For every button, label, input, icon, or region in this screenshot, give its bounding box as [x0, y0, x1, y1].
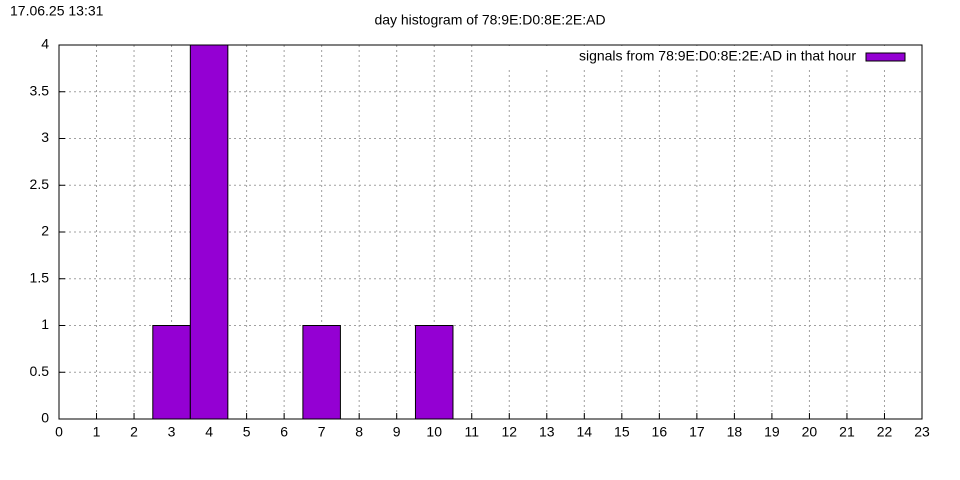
x-tick-label: 11 — [464, 424, 479, 440]
y-tick-label: 3.5 — [30, 82, 50, 98]
x-tick-label: 7 — [318, 424, 326, 440]
x-tick-label: 15 — [614, 424, 630, 440]
legend-label: signals from 78:9E:D0:8E:2E:AD in that h… — [579, 48, 856, 64]
x-tick-label: 6 — [280, 424, 288, 440]
bar — [414, 325, 454, 420]
plot-border — [58, 44, 923, 420]
x-tick-label: 8 — [355, 424, 363, 440]
y-tick-label: 3 — [41, 129, 49, 145]
x-tick-label: 17 — [689, 424, 705, 440]
y-tick-label: 1.5 — [30, 269, 50, 285]
timestamp: 17.06.25 13:31 — [10, 3, 104, 19]
bar — [189, 44, 229, 420]
y-tick-label: 0 — [41, 410, 49, 426]
y-tick-label: 2.5 — [30, 176, 50, 192]
x-tick-label: 14 — [577, 424, 593, 440]
legend-background — [505, 46, 921, 67]
bar — [152, 325, 191, 420]
x-tick-label: 20 — [802, 424, 818, 440]
y-tick-label: 1 — [41, 316, 49, 332]
chart-title: day histogram of 78:9E:D0:8E:2E:AD — [374, 12, 605, 28]
x-tick-label: 21 — [839, 424, 855, 440]
x-tick-label: 16 — [652, 424, 668, 440]
x-tick-label: 22 — [877, 424, 893, 440]
x-tick-label: 4 — [205, 424, 213, 440]
x-tick-label: 19 — [764, 424, 780, 440]
y-tick-label: 4 — [41, 36, 49, 52]
x-tick-label: 0 — [55, 424, 63, 440]
x-tick-label: 13 — [539, 424, 555, 440]
x-tick-label: 2 — [130, 424, 138, 440]
legend-swatch — [865, 52, 906, 62]
x-tick-label: 5 — [243, 424, 251, 440]
bar — [302, 325, 341, 420]
x-tick-label: 12 — [501, 424, 517, 440]
y-tick-label: 2 — [41, 223, 49, 239]
x-tick-label: 18 — [727, 424, 743, 440]
x-tick-label: 1 — [93, 424, 101, 440]
y-tick-label: 0.5 — [30, 363, 50, 379]
x-tick-label: 23 — [914, 424, 930, 440]
x-tick-label: 9 — [393, 424, 401, 440]
x-tick-label: 10 — [426, 424, 442, 440]
x-tick-label: 3 — [168, 424, 176, 440]
